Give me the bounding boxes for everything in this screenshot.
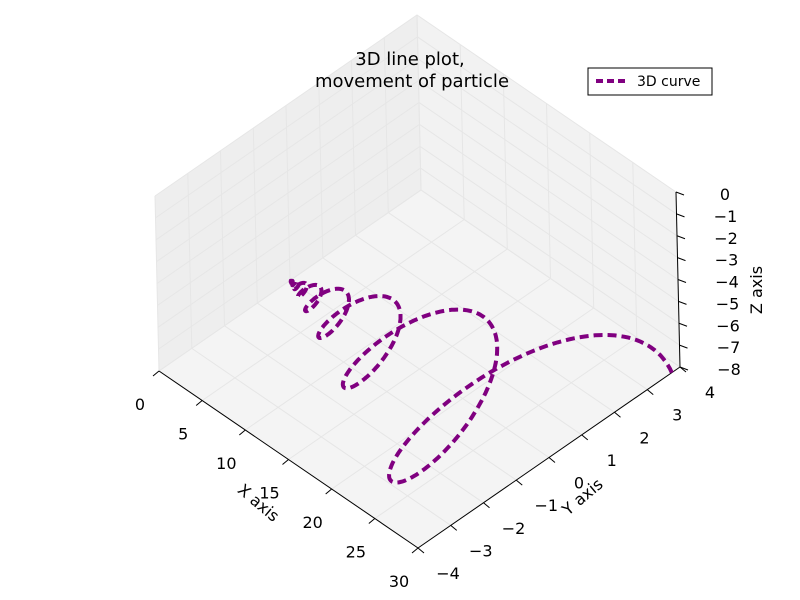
- x-tick-label: 5: [178, 425, 188, 444]
- y-tick-label: −3: [469, 541, 493, 560]
- x-tick-mark: [195, 400, 203, 406]
- z-tick-label: 0: [720, 185, 730, 204]
- z-tick-label: −2: [714, 229, 738, 248]
- y-tick-label: 3: [672, 406, 682, 425]
- y-tick-mark: [548, 457, 556, 463]
- y-tick-label: −2: [502, 519, 526, 538]
- z-tick-label: −6: [716, 316, 740, 335]
- z-axis-label: Z axis: [747, 266, 766, 314]
- z-tick-mark: [675, 191, 685, 196]
- grid-line-z: [158, 167, 680, 350]
- legend-label-3d-curve: 3D curve: [637, 74, 700, 90]
- z-tick-mark: [678, 300, 687, 305]
- z-tick-label: −7: [717, 338, 741, 357]
- chart-title-line-1: 3D line plot,: [355, 49, 464, 70]
- chart-grid: [154, 14, 681, 549]
- z-tick-mark: [676, 213, 685, 218]
- z-tick-mark: [679, 344, 688, 349]
- z-tick-mark: [676, 235, 686, 240]
- z-tick-label: −4: [715, 273, 739, 292]
- z-tick-label: −1: [714, 207, 738, 226]
- z-tick-label: −8: [717, 360, 741, 379]
- chart-ticks: 0 5 10 15 20 25 30 −4 −3 −2 −1 0 1 2 3 4 0 −1 −2 −3 −4 −5 −6 −7…: [135, 185, 741, 591]
- y-tick-mark: [515, 479, 523, 486]
- x-tick-mark: [152, 370, 160, 377]
- grid-line-z: [155, 36, 677, 219]
- grid-line-z: [156, 101, 679, 284]
- z-tick-label: −3: [715, 251, 739, 270]
- y-tick-mark: [417, 547, 425, 554]
- z-tick-label: −5: [716, 294, 740, 313]
- chart-legend: 3D curve: [587, 67, 713, 96]
- y-tick-mark: [450, 524, 458, 531]
- x-tick-mark: [368, 518, 376, 524]
- x-tick-mark: [282, 459, 289, 465]
- y-tick-label: −1: [534, 496, 558, 515]
- grid-line-z: [157, 123, 679, 306]
- y-tick-label: 1: [607, 451, 617, 470]
- y-tick-label: −4: [436, 564, 460, 583]
- x-tick-mark: [239, 429, 246, 436]
- grid-line-z: [156, 79, 678, 263]
- y-tick-label: 4: [705, 383, 715, 402]
- y-tick-label: 2: [639, 428, 649, 447]
- y-tick-mark: [581, 434, 589, 441]
- y-tick-mark: [483, 502, 490, 509]
- y-tick-mark: [614, 411, 621, 418]
- z-tick-mark: [677, 257, 686, 262]
- z-tick-mark: [679, 366, 689, 371]
- chart-series-3d-curve: [288, 278, 674, 485]
- z-tick-mark: [677, 279, 687, 283]
- grid-line-z: [158, 189, 681, 372]
- x-tick-mark: [411, 547, 419, 554]
- y-tick-label: 0: [574, 474, 584, 493]
- grid-line-z: [154, 14, 677, 197]
- series-line-3d-curve: [288, 278, 674, 485]
- x-tick-label: 0: [135, 395, 145, 414]
- x-tick-label: 25: [346, 543, 366, 562]
- x-tick-label: 20: [302, 513, 322, 532]
- grid-line-z: [155, 58, 678, 241]
- x-tick-label: 30: [389, 572, 409, 591]
- grid-line-z: [157, 145, 680, 328]
- z-tick-mark: [678, 322, 688, 327]
- x-tick-mark: [325, 488, 332, 495]
- y-tick-mark: [646, 389, 654, 396]
- chart-title-line-2: movement of particle: [315, 71, 509, 92]
- x-tick-label: 10: [216, 454, 236, 473]
- x-tick-label: 15: [259, 484, 279, 503]
